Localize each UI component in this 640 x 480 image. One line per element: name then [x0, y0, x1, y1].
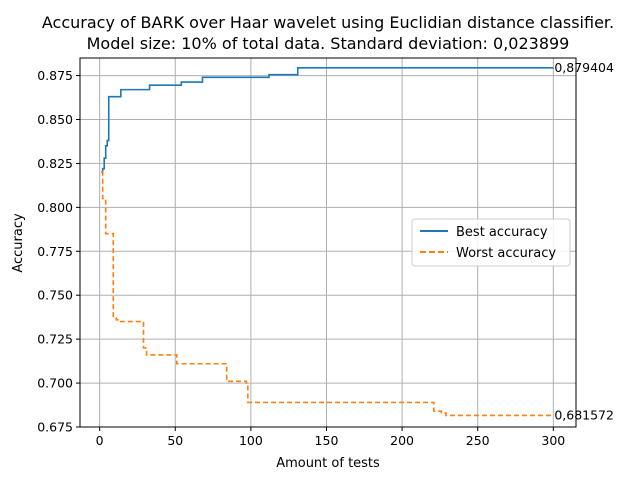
y-axis-label: Accuracy [11, 213, 26, 273]
legend-label-best-accuracy: Best accuracy [456, 225, 548, 240]
y-tick-label: 0.700 [37, 376, 73, 391]
x-tick-label: 150 [315, 433, 339, 448]
y-tick-label: 0.775 [37, 244, 73, 259]
y-tick-label: 0.725 [37, 332, 73, 347]
x-tick-label: 200 [390, 433, 414, 448]
value-annotations: 0,879404 0,681572 [554, 60, 614, 423]
value-annotation: 0,681572 [554, 407, 614, 422]
x-tick-label: 250 [466, 433, 490, 448]
y-tick-label: 0.825 [37, 156, 73, 171]
x-tick-label: 0 [96, 433, 104, 448]
legend: Best accuracy Worst accuracy [411, 218, 571, 267]
y-tick-label: 0.850 [37, 112, 73, 127]
x-tick-label: 50 [167, 433, 183, 448]
chart-title-line-2: Model size: 10% of total data. Standard … [87, 34, 570, 53]
value-annotation: 0,879404 [554, 60, 614, 75]
y-tick-label: 0.750 [37, 288, 73, 303]
worst-accuracy-line [101, 171, 555, 417]
x-axis-label: Amount of tests [276, 456, 380, 471]
legend-label-worst-accuracy: Worst accuracy [456, 246, 556, 261]
x-tick-label: 300 [541, 433, 565, 448]
axis-ticks: 0 50 100 150 200 250 300 0.675 0.700 0.725 0.750 0.… [37, 68, 565, 448]
y-tick-label: 0.800 [37, 200, 73, 215]
y-tick-label: 0.875 [37, 68, 73, 83]
legend-box [411, 218, 571, 267]
plot-frame [79, 57, 577, 428]
best-accuracy-line [101, 67, 555, 174]
plot-series [101, 67, 555, 417]
y-tick-label: 0.675 [37, 420, 73, 435]
chart-title-line-1: Accuracy of BARK over Haar wavelet using… [42, 13, 614, 32]
x-tick-label: 100 [239, 433, 263, 448]
